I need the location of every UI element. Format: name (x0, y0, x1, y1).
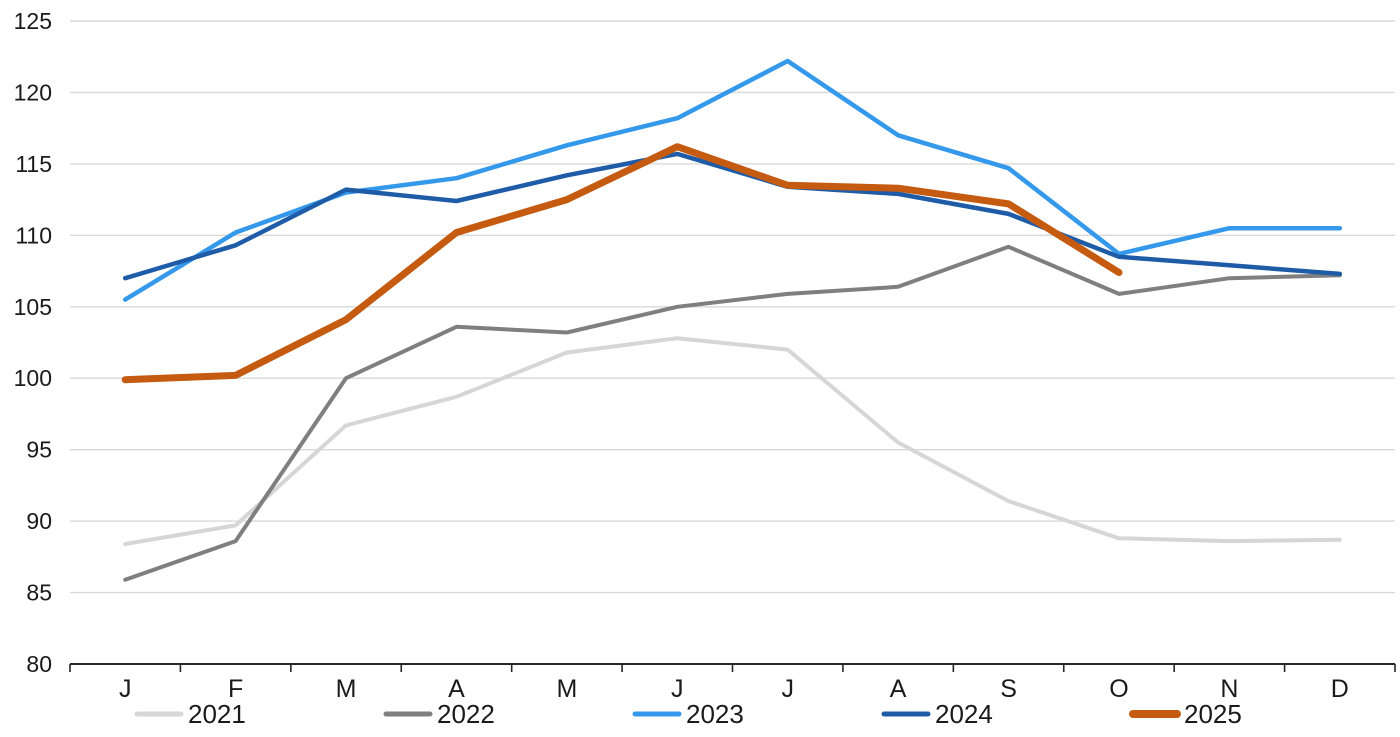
legend-label: 2022 (437, 699, 495, 729)
legend-item-2022: 2022 (383, 699, 495, 729)
y-axis-tick-label: 95 (26, 437, 52, 463)
x-axis-month-label: S (1000, 675, 1017, 703)
y-axis-tick-label: 115 (15, 151, 52, 177)
y-axis-tick-label: 100 (14, 365, 52, 391)
legend-label: 2024 (935, 699, 993, 729)
y-axis-tick-label: 105 (14, 294, 52, 320)
y-axis-tick-label: 125 (14, 8, 52, 34)
series-2025-line (121, 143, 1123, 384)
legend-item-2021: 2021 (134, 699, 246, 729)
y-axis-tick-label: 80 (26, 651, 52, 677)
x-axis-month-label: M (336, 675, 357, 703)
series-2021-line (123, 336, 1342, 546)
x-axis-month-label: J (781, 675, 794, 703)
legend: 2021 2022 2023 2024 2025 (134, 699, 1242, 729)
x-axis-month-label: D (1331, 675, 1349, 703)
legend-label: 2023 (686, 699, 744, 729)
x-axis (69, 663, 1396, 672)
y-axis-tick-label: 85 (26, 580, 52, 606)
legend-item-2024: 2024 (881, 699, 993, 729)
series-2023-line (122, 58, 1343, 302)
x-axis-month-label: J (119, 675, 132, 703)
y-axis-labels: 80 85 90 95 100 105 110 115 120 125 (14, 8, 52, 677)
x-axis-month-label: F (228, 675, 243, 703)
series-2024-line (122, 151, 1343, 281)
x-axis-month-label: M (556, 675, 577, 703)
legend-item-2025: 2025 (1129, 699, 1242, 729)
legend-item-2023: 2023 (632, 699, 744, 729)
x-axis-month-label: J (671, 675, 684, 703)
legend-label: 2021 (188, 699, 246, 729)
x-axis-month-label: O (1109, 675, 1128, 703)
series-2022-line (123, 244, 1342, 582)
y-axis-tick-label: 90 (26, 508, 52, 534)
x-axis-month-label: N (1220, 675, 1238, 703)
y-axis-tick-label: 120 (14, 79, 52, 105)
x-axis-month-label: A (890, 675, 907, 703)
gridlines (70, 20, 1395, 594)
y-axis-tick-label: 110 (15, 222, 52, 248)
legend-label: 2025 (1184, 699, 1242, 729)
x-axis-month-label: A (448, 675, 465, 703)
